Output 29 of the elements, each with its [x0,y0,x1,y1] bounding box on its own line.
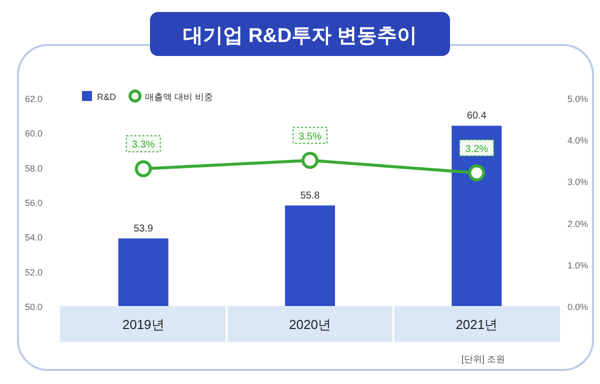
y-tick-label: 52.0 [25,267,43,278]
x-tick-label: 2019년 [122,317,164,332]
legend-label: 매출액 대비 비중 [145,92,214,102]
point [302,152,318,169]
data-label: 55.8 [300,190,320,202]
point [468,164,486,182]
y-tick-label: 60.0 [25,128,43,139]
y-tick-label: 62.0 [25,94,43,104]
x-tick-label: 2021년 [456,317,498,332]
data-label: 53.9 [134,223,154,234]
y-tick-label: 56.0 [25,198,43,208]
y-tick-label: 54.0 [25,232,43,243]
y2-tick-label: 0.0% [567,302,588,312]
legend-label: R&D [97,92,116,102]
text: [단위] 조원 [461,354,505,364]
chart-title: 대기업 R&D투자 변동추이 [182,25,418,47]
y2-tick-label: 1.0% [567,260,588,270]
y2-tick-label: 2.0% [567,218,588,229]
y-tick-label: 58.0 [25,163,43,174]
y-tick-label: 50.0 [25,302,43,312]
y2-tick-label: 4.0% [567,136,588,146]
y2-tick-label: 5.0% [567,94,588,104]
data-label: 3.2% [465,144,488,155]
point [134,160,152,178]
y2-tick-label: 3.0% [567,177,588,188]
data-label: 3.5% [298,131,322,142]
x-tick-label: 2020년 [289,317,331,332]
data-label: 60.4 [466,110,487,122]
data-label: 3.3% [132,140,155,151]
